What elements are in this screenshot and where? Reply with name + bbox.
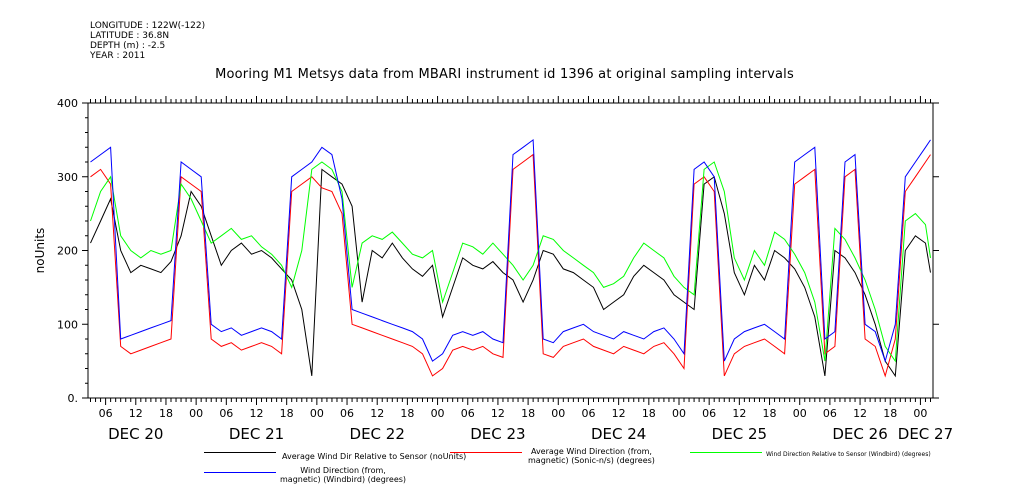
x-tick-label: 00	[551, 407, 565, 420]
legend-label-black: Average Wind Dir Relative to Sensor (noU…	[282, 452, 467, 461]
x-tick-label: 18	[159, 407, 173, 420]
x-day-label: DEC 20	[108, 425, 163, 443]
x-tick-label: 00	[431, 407, 445, 420]
x-day-label: DEC 25	[712, 425, 767, 443]
longitude-text: LONGITUDE : 122W(-122)	[90, 21, 206, 31]
y-tick-label: 200	[57, 245, 78, 258]
x-tick-label: 12	[129, 407, 143, 420]
series-line-0	[90, 168, 931, 378]
series-line-3	[90, 138, 931, 363]
x-tick-label: 06	[340, 407, 354, 420]
y-tick-label: 0.	[68, 392, 79, 405]
x-tick-label: 12	[853, 407, 867, 420]
y-tick-label: 100	[57, 318, 78, 331]
x-tick-label: 06	[823, 407, 837, 420]
x-day-label: DEC 21	[229, 425, 284, 443]
metadata-block: LONGITUDE : 122W(-122) LATITUDE : 36.8N …	[90, 21, 205, 61]
x-tick-label: 06	[219, 407, 233, 420]
x-day-label: DEC 24	[591, 425, 646, 443]
x-tick-label: 00	[913, 407, 927, 420]
x-day-label: DEC 26	[832, 425, 887, 443]
x-tick-label: 06	[99, 407, 113, 420]
x-tick-label: 00	[310, 407, 324, 420]
latitude-text: LATITUDE : 36.8N	[90, 31, 170, 41]
legend-label-red: Average Wind Direction (from, magnetic) …	[528, 447, 655, 465]
x-tick-label: 00	[793, 407, 807, 420]
x-tick-label: 18	[280, 407, 294, 420]
y-axis-label: noUnits	[33, 228, 47, 274]
x-day-label: DEC 27	[898, 425, 953, 443]
x-tick-label: 00	[189, 407, 203, 420]
chart-title: Mooring M1 Metsys data from MBARI instru…	[215, 67, 794, 82]
x-tick-label: 06	[581, 407, 595, 420]
x-tick-label: 06	[702, 407, 716, 420]
x-tick-label: 00	[672, 407, 686, 420]
x-tick-label: 12	[249, 407, 263, 420]
legend-swatch-blue	[204, 472, 276, 473]
y-tick-label: 400	[57, 97, 78, 110]
x-tick-label: 18	[763, 407, 777, 420]
legend-swatch-red	[450, 452, 522, 453]
x-tick-label: 12	[370, 407, 384, 420]
legend-swatch-black	[204, 452, 276, 453]
x-day-label: DEC 22	[350, 425, 405, 443]
y-tick-label: 300	[57, 171, 78, 184]
x-tick-label: 12	[732, 407, 746, 420]
plot-frame	[87, 102, 934, 399]
depth-text: DEPTH (m) : -2.5	[90, 41, 166, 51]
year-text: YEAR : 2011	[90, 51, 146, 61]
x-tick-label: 18	[883, 407, 897, 420]
x-day-label: DEC 23	[470, 425, 525, 443]
x-tick-label: 06	[461, 407, 475, 420]
x-tick-label: 18	[521, 407, 535, 420]
legend-label-blue: Wind Direction (from, magnetic) (Windbir…	[280, 466, 407, 484]
x-tick-label: 18	[642, 407, 656, 420]
x-tick-label: 12	[612, 407, 626, 420]
series-line-1	[90, 153, 931, 378]
x-tick-label: 12	[491, 407, 505, 420]
x-tick-label: 18	[400, 407, 414, 420]
legend-label-green: Wind Direction Relative to Sensor (Windb…	[766, 451, 931, 458]
series-line-2	[90, 161, 931, 363]
legend-swatch-green	[690, 452, 762, 453]
